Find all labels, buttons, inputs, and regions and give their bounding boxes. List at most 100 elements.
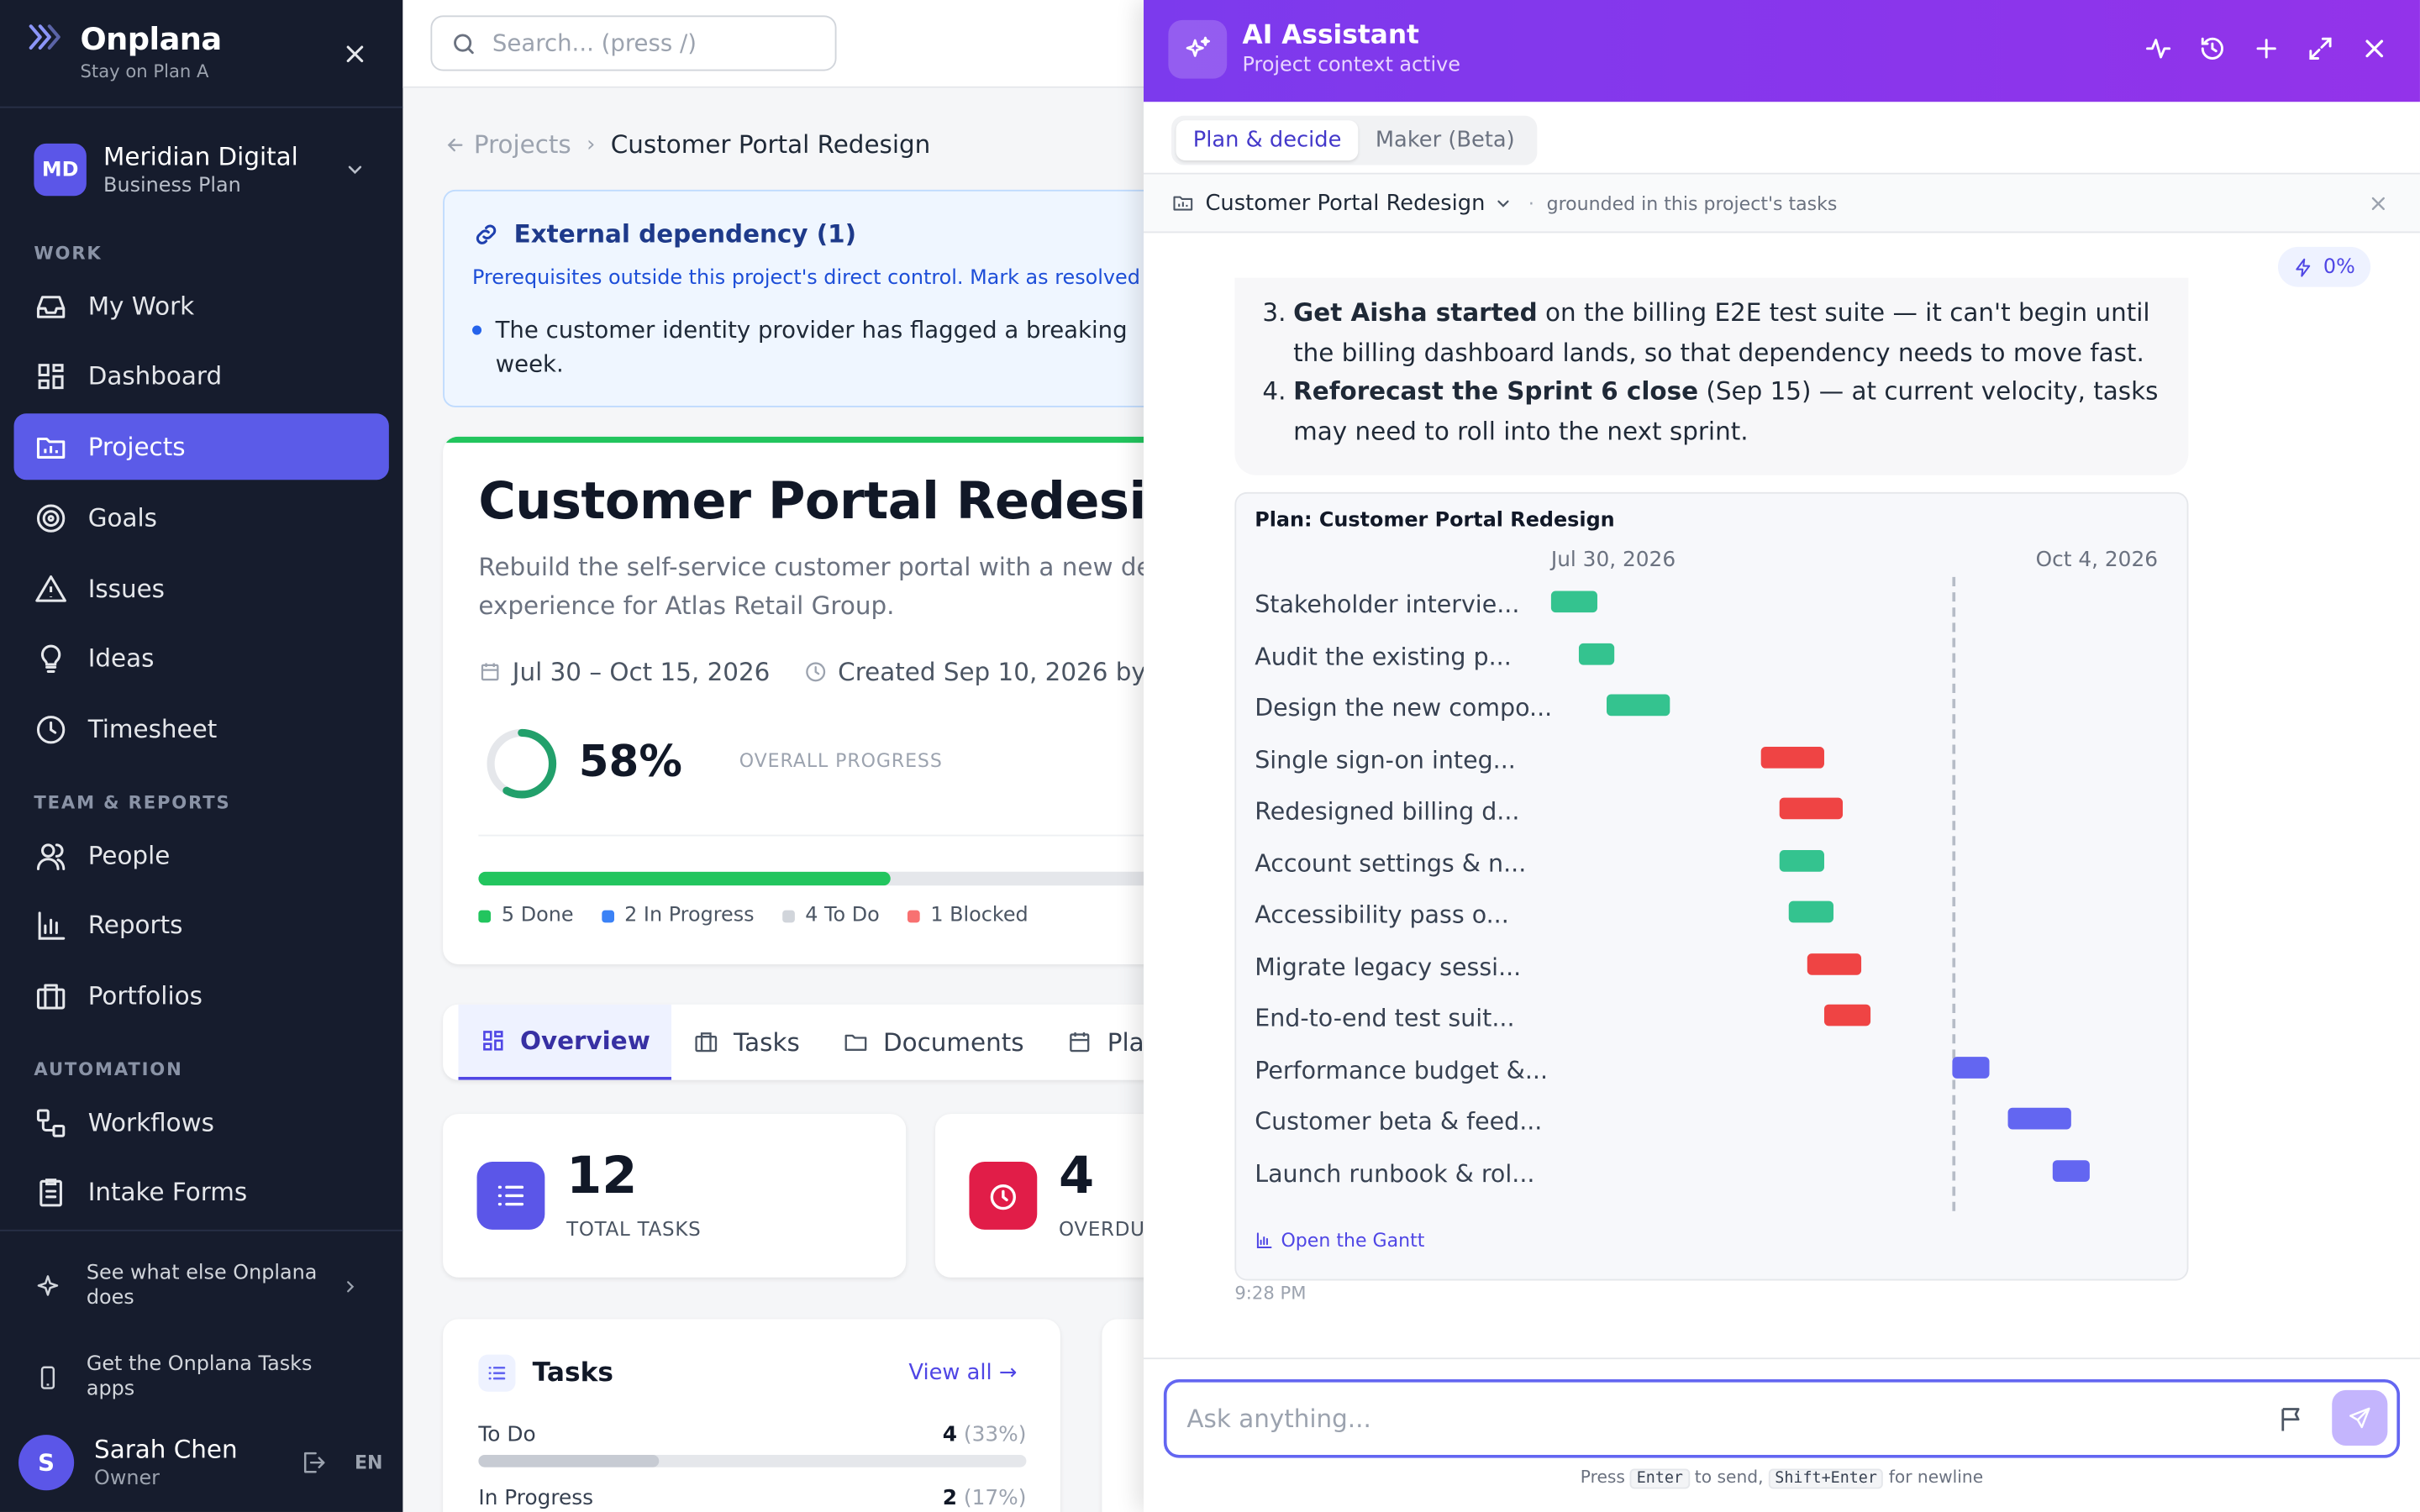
legend-swatch: [907, 909, 920, 922]
chevron-right-icon: [347, 1281, 355, 1293]
close-sidebar-icon[interactable]: [341, 40, 369, 68]
progress-bar: [478, 871, 1169, 886]
sidebar-item-issues[interactable]: Issues: [14, 555, 389, 622]
sidebar-item-goals[interactable]: Goals: [14, 485, 389, 551]
hint-text: for newline: [1888, 1467, 1984, 1488]
gantt-bar[interactable]: [1779, 849, 1825, 871]
item-text: (Sep 15) — at current velocity, tasks ma…: [1293, 376, 2159, 445]
sidebar-item-timesheet[interactable]: Timesheet: [14, 696, 389, 762]
gantt-bar[interactable]: [1550, 591, 1597, 613]
breadcrumb-label: Projects: [473, 129, 571, 160]
sidebar-item-workflows[interactable]: Workflows: [14, 1089, 389, 1156]
project-summary-card: Customer Portal Redesign Rebuild the sel…: [443, 436, 1169, 964]
sidebar-item-ideas[interactable]: Ideas: [14, 625, 389, 691]
sidebar-item-portfolios[interactable]: Portfolios: [14, 963, 389, 1029]
org-switcher[interactable]: MD Meridian Digital Business Plan: [34, 139, 381, 200]
send-button[interactable]: [2332, 1389, 2388, 1446]
activity-icon[interactable]: [2144, 34, 2173, 63]
top-bar: Search... (press /): [402, 0, 1144, 88]
sidebar-item-label: Reports: [87, 910, 183, 940]
sidebar-item-dashboard[interactable]: Dashboard: [14, 343, 389, 409]
legend-label: 4 To Do: [805, 904, 880, 927]
search-input[interactable]: Search... (press /): [430, 15, 837, 71]
section-label-team: TEAM & REPORTS: [34, 791, 231, 813]
get-apps-link[interactable]: Get the Onplana Tasks apps: [34, 1353, 381, 1403]
dependency-title: External dependency (1): [472, 219, 856, 249]
progress-label: OVERALL PROGRESS: [739, 749, 943, 772]
lightning-icon: [2296, 257, 2311, 276]
chat-input-placeholder: Ask anything...: [1186, 1404, 1371, 1434]
breadcrumb-projects-link[interactable]: Projects: [445, 129, 571, 159]
gantt-bar[interactable]: [1606, 694, 1670, 717]
user-profile[interactable]: S Sarah Chen Owner EN: [18, 1429, 389, 1497]
sparkle-icon: [37, 1275, 59, 1296]
close-icon[interactable]: [2367, 192, 2389, 214]
gantt-bar[interactable]: [1824, 1004, 1870, 1026]
mode-plan-decide[interactable]: Plan & decide: [1176, 120, 1359, 161]
tab-tasks[interactable]: Tasks: [672, 1005, 822, 1080]
legend-label: 2 In Progress: [624, 904, 755, 927]
list-item: 4. Reforecast the Sprint 6 close (Sep 15)…: [1262, 372, 2176, 451]
gantt-bar[interactable]: [1760, 746, 1825, 768]
sidebar-item-reports[interactable]: Reports: [14, 892, 389, 958]
sparkles-icon: [1168, 19, 1228, 79]
progress-bar-fill: [478, 871, 891, 886]
task-status-bar-fill: [478, 1455, 660, 1467]
logout-icon[interactable]: [299, 1449, 327, 1477]
sidebar-item-projects[interactable]: Projects: [13, 413, 389, 480]
sidebar-item-people[interactable]: People: [14, 822, 389, 889]
see-what-else-link[interactable]: See what else Onplana does: [34, 1262, 381, 1311]
gantt-task-label: Migrate legacy sessi...: [1255, 953, 1522, 981]
status-legend: 5 Done 2 In Progress 4 To Do 1 Blocked: [478, 904, 1055, 927]
gantt-bar[interactable]: [1779, 797, 1844, 820]
tab-documents[interactable]: Documents: [821, 1005, 1045, 1080]
gantt-bar[interactable]: [1787, 900, 1834, 923]
sidebar-item-intake-forms[interactable]: Intake Forms: [14, 1158, 389, 1225]
expand-icon[interactable]: [2306, 34, 2335, 63]
history-icon[interactable]: [2197, 34, 2227, 63]
tab-overview[interactable]: Overview: [458, 1004, 672, 1080]
kbd-shift-enter: Shift+Enter: [1768, 1468, 1884, 1489]
brand-tagline: Stay on Plan A: [80, 60, 209, 82]
gantt-bar[interactable]: [1952, 1056, 1989, 1078]
ai-subtitle: Project context active: [1242, 54, 1461, 77]
phone-icon: [40, 1366, 55, 1389]
mode-maker-beta[interactable]: Maker (Beta): [1375, 128, 1515, 153]
language-switcher[interactable]: EN: [354, 1452, 383, 1474]
view-all-link[interactable]: View all →: [908, 1360, 1018, 1386]
close-icon[interactable]: [2360, 34, 2389, 63]
sidebar-item-label: Projects: [87, 432, 186, 462]
plus-icon[interactable]: [2252, 34, 2281, 63]
sidebar-item-my-work[interactable]: My Work: [14, 273, 389, 339]
inbox-icon: [36, 295, 66, 318]
context-project-select[interactable]: Customer Portal Redesign: [1205, 190, 1486, 216]
flag-icon[interactable]: [2276, 1404, 2307, 1435]
brand[interactable]: Onplana Stay on Plan A: [24, 18, 222, 82]
tasks-breakdown-card: Tasks View all → To Do 4 (33%) In Progre…: [443, 1319, 1060, 1512]
dependency-description: Prerequisites outside this project's dir…: [472, 266, 1140, 291]
chart-title: Plan: Customer Portal Redesign: [1255, 509, 1615, 533]
sidebar-item-label: Timesheet: [87, 714, 218, 744]
gantt-bar[interactable]: [2007, 1107, 2071, 1130]
projects-icon: [36, 437, 66, 459]
gantt-bar[interactable]: [2052, 1159, 2090, 1181]
task-status-row: In Progress 2 (17%): [478, 1486, 1026, 1510]
clipboard-icon: [39, 1178, 62, 1206]
clock-icon: [36, 715, 66, 743]
x-axis-end-label: Oct 4, 2026: [2035, 548, 2159, 573]
chevron-down-icon[interactable]: [1494, 194, 1512, 213]
progress-percent: 58%: [578, 736, 682, 787]
row-pct: (33%): [963, 1422, 1027, 1447]
item-bold: Reforecast the Sprint 6 close: [1293, 376, 1699, 407]
calendar-icon: [481, 663, 499, 681]
open-gantt-link[interactable]: Open the Gantt: [1255, 1230, 1424, 1252]
keyboard-hint: Press Enter to send, Shift+Enter for new…: [1144, 1467, 2420, 1489]
legend-in-progress: 2 In Progress: [601, 904, 755, 927]
gantt-bar[interactable]: [1578, 642, 1615, 664]
stat-card-overdue: 4 OVERDUE: [935, 1114, 1167, 1278]
ai-title: AI Assistant: [1242, 19, 1419, 51]
gantt-task-label: Accessibility pass o...: [1255, 900, 1509, 929]
gantt-bar[interactable]: [1806, 953, 1862, 974]
ai-assistant-panel: AI Assistant Project context active Plan…: [1143, 0, 2420, 1512]
chat-input[interactable]: Ask anything...: [1163, 1379, 2401, 1458]
